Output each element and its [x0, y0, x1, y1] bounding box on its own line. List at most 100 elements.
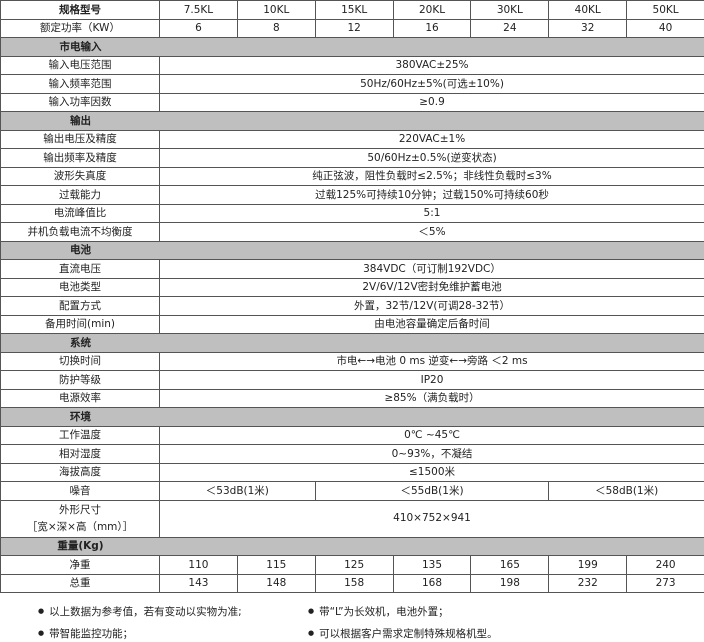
model-header: 40KL [548, 0, 628, 20]
cell-value: 220VAC±1% [158, 129, 704, 149]
cell-value: ≥0.9 [158, 92, 704, 112]
section-title-cell: 环境 [0, 407, 704, 427]
cell-value: 由电池容量确定后备时间 [158, 314, 704, 334]
cell-value: 50Hz/60Hz±5%(可选±10%) [158, 74, 704, 94]
note-item: 以上数据为参考值，若有变动以实物为准; [38, 604, 242, 619]
table-row: 过载能力 过载125%可持续10分钟；过载150%可持续60秒 [0, 185, 704, 205]
cell-value: 6 [159, 18, 238, 38]
cell-value: 外置，32节/12V(可调28-32节） [158, 296, 704, 316]
cell-value: 40 [626, 18, 704, 38]
row-label: 输入电压范围 [0, 55, 160, 75]
model-header: 7.5KL [159, 0, 238, 20]
cell-value: ＜55dB(1米) [314, 481, 550, 501]
rated-power-row: 额定功率（KW） 6 8 12 16 24 32 40 [0, 18, 704, 38]
table-row: 并机负载电流不均衡度 ＜5% [0, 222, 704, 242]
note-item: 带智能监控功能； [38, 626, 133, 641]
row-label: 直流电压 [0, 259, 160, 279]
cell-value: ＜5% [158, 222, 704, 242]
row-label: 备用时间(min) [0, 314, 160, 334]
section-title-cell: 系统 [0, 333, 704, 353]
cell-value: 125 [314, 555, 394, 575]
cell-value: 410×752×941 [158, 499, 704, 538]
cell-value: 158 [314, 573, 394, 593]
cell-value: 198 [470, 573, 550, 593]
header-row: 规格型号 7.5KL 10KL 15KL 20KL 30KL 40KL 50KL [0, 0, 704, 20]
cell-value: 273 [626, 573, 704, 593]
row-label: 配置方式 [0, 296, 160, 316]
table-row: 输入电压范围 380VAC±25% [0, 55, 704, 75]
row-label: 防护等级 [0, 370, 160, 390]
cell-value: ＜53dB(1米) [159, 481, 316, 501]
section-title-cell: 市电输入 [0, 37, 704, 57]
row-label: 总重 [0, 573, 160, 593]
table-row: 输入频率范围 50Hz/60Hz±5%(可选±10%) [0, 74, 704, 94]
section-header: 重量(Kg) [0, 536, 704, 556]
row-label: 切换时间 [0, 351, 160, 371]
cell-value: 32 [548, 18, 628, 38]
table-row: 相对湿度 0~93%，不凝结 [0, 444, 704, 464]
cell-value: 2V/6V/12V密封免维护蓄电池 [158, 277, 704, 297]
cell-value: 199 [548, 555, 628, 575]
cell-value: 市电←→电池 0 ms 逆变←→旁路 ＜2 ms [158, 351, 704, 371]
row-label: 额定功率（KW） [0, 18, 160, 38]
row-label: 输入频率范围 [0, 74, 160, 94]
cell-value: 135 [392, 555, 472, 575]
section-header: 输出 [0, 111, 704, 131]
row-label: 电池类型 [0, 277, 160, 297]
cell-value: IP20 [158, 370, 704, 390]
cell-value: 240 [626, 555, 704, 575]
model-header: 15KL [314, 0, 394, 20]
row-label: 噪音 [0, 481, 160, 501]
row-label: 输出频率及精度 [0, 148, 160, 168]
cell-value: 384VDC（可订制192VDC） [158, 259, 704, 279]
table-row: 外形尺寸 ［宽×深×高（mm）］ 410×752×941 [0, 499, 704, 538]
table-row: 直流电压 384VDC（可订制192VDC） [0, 259, 704, 279]
cell-value: 165 [470, 555, 550, 575]
note-item: 带“L”为长效机，电池外置； [308, 604, 448, 619]
table-row: 净重 110 115 125 135 165 199 240 [0, 555, 704, 575]
table-row: 切换时间 市电←→电池 0 ms 逆变←→旁路 ＜2 ms [0, 351, 704, 371]
section-title-cell: 重量(Kg) [0, 536, 704, 556]
row-label: 海拔高度 [0, 462, 160, 482]
table-row: 电池类型 2V/6V/12V密封免维护蓄电池 [0, 277, 704, 297]
spec-table: 规格型号 7.5KL 10KL 15KL 20KL 30KL 40KL 50KL 额定功率（KW… [0, 0, 704, 593]
row-label: 过载能力 [0, 185, 160, 205]
table-row: 总重 143 148 158 168 198 232 273 [0, 573, 704, 593]
section-header: 电池 [0, 240, 704, 260]
table-row: 工作温度 0℃ ~45℃ [0, 425, 704, 445]
cell-value: 143 [159, 573, 238, 593]
cell-value: 12 [314, 18, 394, 38]
row-label: 电源效率 [0, 388, 160, 408]
model-header: 30KL [470, 0, 550, 20]
table-row: 配置方式 外置，32节/12V(可调28-32节） [0, 296, 704, 316]
model-header: 50KL [626, 0, 704, 20]
table-row: 电流峰值比 5:1 [0, 203, 704, 223]
row-label: 工作温度 [0, 425, 160, 445]
table-row: 电源效率 ≥85%（满负载时） [0, 388, 704, 408]
cell-value: 50/60Hz±0.5%(逆变状态) [158, 148, 704, 168]
model-header: 10KL [236, 0, 316, 20]
table-row: 噪音 ＜53dB(1米) ＜55dB(1米) ＜58dB(1米) [0, 481, 704, 501]
section-header: 环境 [0, 407, 704, 427]
cell-value: 148 [236, 573, 316, 593]
row-label: 输入功率因数 [0, 92, 160, 112]
section-title: 市电输入 [59, 40, 102, 53]
row-label: 相对湿度 [0, 444, 160, 464]
cell-value: ≤1500米 [158, 462, 704, 482]
cell-value: 0℃ ~45℃ [158, 425, 704, 445]
table-row: 海拔高度 ≤1500米 [0, 462, 704, 482]
section-header: 系统 [0, 333, 704, 353]
section-title: 环境 [70, 410, 91, 423]
cell-value: 0~93%，不凝结 [158, 444, 704, 464]
table-row: 波形失真度 纯正弦波，阻性负载时≤2.5%；非线性负载时≤3% [0, 166, 704, 186]
row-label: 电流峰值比 [0, 203, 160, 223]
cell-value: 110 [159, 555, 238, 575]
cell-value: 纯正弦波，阻性负载时≤2.5%；非线性负载时≤3% [158, 166, 704, 186]
cell-value: 380VAC±25% [158, 55, 704, 75]
row-label: 外形尺寸 ［宽×深×高（mm）］ [0, 499, 160, 538]
section-title: 输出 [70, 114, 91, 127]
note-item: 可以根据客户需求定制特殊规格机型。 [308, 626, 498, 641]
section-title-cell: 输出 [0, 111, 704, 131]
section-title-cell: 电池 [0, 240, 704, 260]
section-title: 系统 [70, 336, 91, 349]
